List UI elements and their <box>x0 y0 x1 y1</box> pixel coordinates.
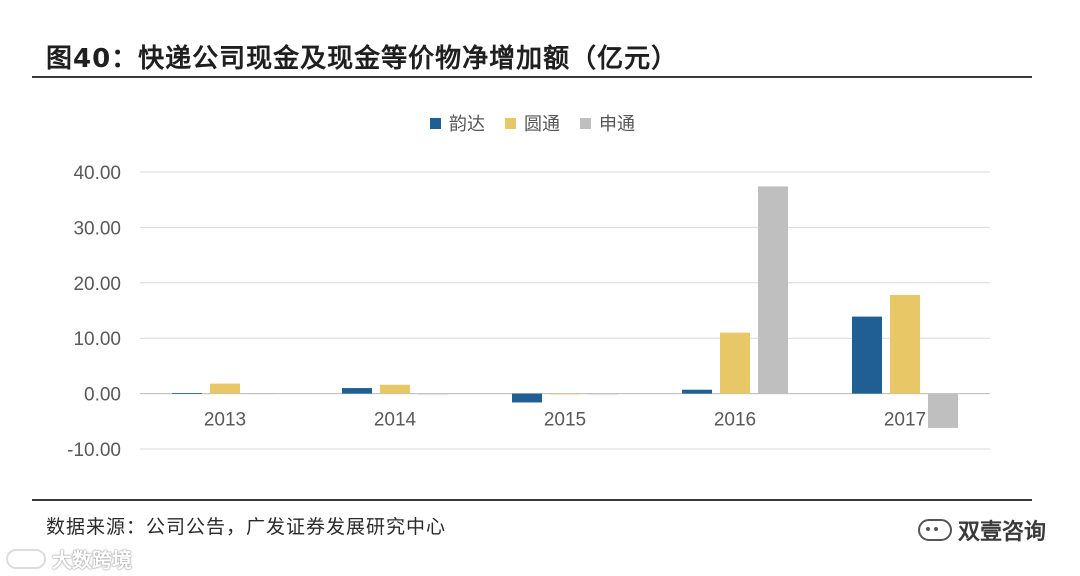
bar-shentong-2014 <box>418 393 448 395</box>
bottom-divider <box>32 499 1032 501</box>
legend-swatch-yunda <box>430 117 441 129</box>
y-tick-label: 40.00 <box>73 163 121 184</box>
bar-shentong-2016 <box>758 186 788 394</box>
x-tick-label: 2013 <box>204 410 246 431</box>
legend-label-yunda: 韵达 <box>449 114 485 135</box>
legend-item-yuantong: 圆通 <box>505 110 560 136</box>
x-tick-label: 2015 <box>544 410 586 431</box>
x-tick-label: 2016 <box>714 410 756 431</box>
wechat-icon <box>917 519 952 541</box>
bar-yuantong-2017 <box>890 294 920 394</box>
chart-legend: 韵达 圆通 申通 <box>430 110 635 136</box>
bar-yuantong-2016 <box>720 332 750 394</box>
legend-label-yuantong: 圆通 <box>524 114 560 135</box>
bar-yuantong-2013 <box>210 383 240 394</box>
bar-yunda-2013 <box>172 393 202 394</box>
bar-yunda-2015 <box>512 393 542 403</box>
bar-yunda-2017 <box>852 316 882 394</box>
bar-yuantong-2014 <box>380 384 410 394</box>
y-tick-label: 30.00 <box>73 218 121 239</box>
watermark-brand: 双壹咨询 <box>917 514 1046 546</box>
x-tick-label: 2017 <box>884 410 926 431</box>
legend-label-shentong: 申通 <box>599 114 635 135</box>
top-divider <box>32 76 1032 78</box>
legend-swatch-yuantong <box>505 117 516 129</box>
y-tick-label: 10.00 <box>73 329 121 350</box>
weibo-icon <box>6 548 46 569</box>
bar-shentong-2015 <box>588 393 618 395</box>
bar-yunda-2016 <box>682 389 712 394</box>
y-tick-label: 0.00 <box>84 385 121 406</box>
bar-shentong-2013 <box>248 393 278 394</box>
data-source: 数据来源：公司公告，广发证券发展研究中心 <box>46 516 447 538</box>
bar-shentong-2017 <box>928 393 958 428</box>
watermark-brand-text: 双壹咨询 <box>957 520 1046 545</box>
y-tick-label: -10.00 <box>67 440 121 461</box>
legend-item-yunda: 韵达 <box>430 110 485 136</box>
bar-yunda-2014 <box>342 388 372 394</box>
bar-yuantong-2015 <box>550 393 580 395</box>
x-tick-label: 2014 <box>374 410 417 431</box>
legend-item-shentong: 申通 <box>580 110 635 136</box>
y-tick-label: 20.00 <box>73 274 121 295</box>
watermark-left-text: 大数跨境 <box>52 548 132 572</box>
legend-swatch-shentong <box>580 117 591 129</box>
watermark-left: 大数跨境 <box>6 544 132 573</box>
chart-title: 图40：快递公司现金及现金等价物净增加额（亿元） <box>46 44 679 74</box>
